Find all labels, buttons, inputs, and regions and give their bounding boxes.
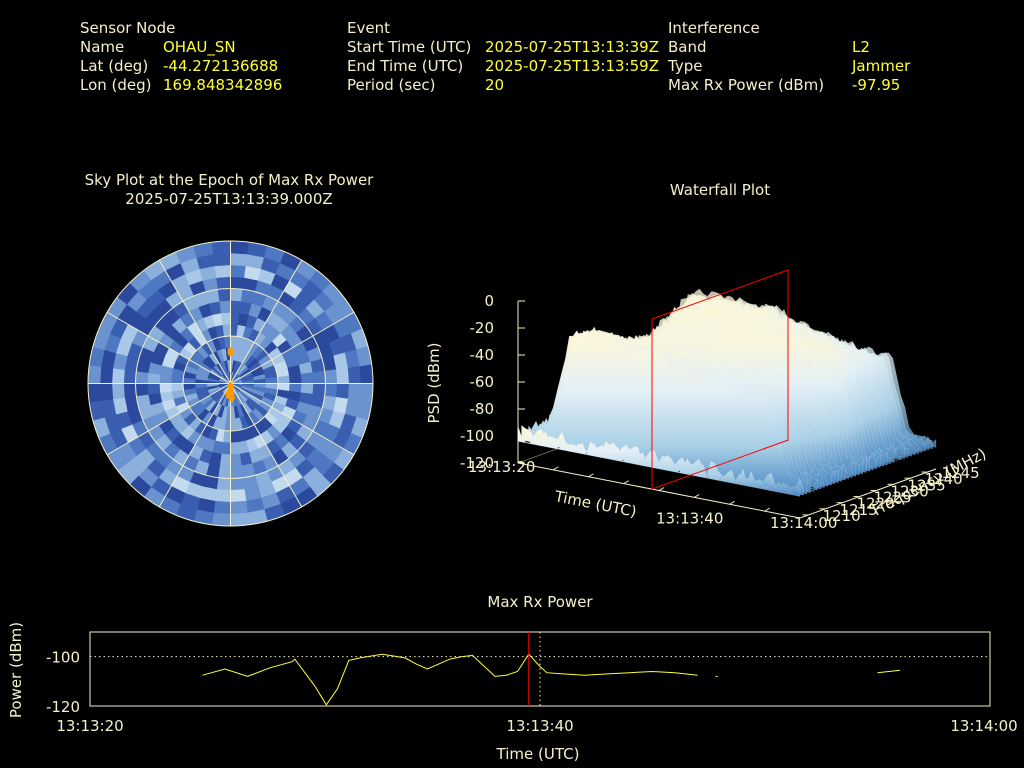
wf-z-tick-label: -40 — [470, 346, 495, 364]
ts-x-axis-label: Time (UTC) — [496, 745, 580, 763]
wf-time-tick-label: 13:13:40 — [656, 510, 723, 528]
sensor-lat-label: Lat (deg) — [80, 57, 149, 75]
wf-time-minor-tick — [552, 466, 559, 471]
waterfall-surface — [517, 288, 937, 497]
interference-type-value: Jammer — [852, 57, 911, 75]
sensor-name-value: OHAU_SN — [163, 38, 236, 56]
sky-spoke — [230, 383, 303, 508]
sky-plot-title: Sky Plot at the Epoch of Max Rx Power — [84, 171, 374, 189]
wf-time-minor-tick — [623, 480, 630, 485]
wf-z-tick-label: -60 — [470, 373, 495, 391]
sky-point — [227, 347, 234, 357]
wf-z-tick-label: 0 — [484, 292, 494, 310]
sensor-lon-value: 169.848342896 — [163, 76, 283, 94]
sky-spoke — [230, 259, 303, 384]
interference-power-label: Max Rx Power (dBm) — [668, 76, 825, 94]
sky-point — [228, 393, 235, 403]
wf-freq-tick-label: 1230 — [891, 482, 929, 500]
wf-time-minor-tick — [588, 473, 594, 478]
sky-spoke — [230, 383, 355, 456]
wf-epoch-plane-outline — [651, 269, 789, 490]
wf-z-tick-label: -120 — [460, 454, 494, 472]
wf-z-tick-label: -20 — [470, 319, 495, 337]
interference-band-value: L2 — [852, 38, 870, 56]
max-rx-power-title: Max Rx Power — [487, 593, 593, 611]
ts-x-tick-label: 13:13:40 — [506, 717, 573, 735]
wf-z-tick-label: -100 — [460, 427, 494, 445]
ts-series — [202, 632, 901, 706]
wf-time-tick-label: 13:13:20 — [468, 458, 535, 476]
ts-x-tick-label: 13:13:20 — [56, 717, 123, 735]
sensor-name-label: Name — [80, 38, 125, 56]
wf-z-tick-label: -80 — [470, 400, 495, 418]
sensor-lat-value: -44.272136688 — [163, 57, 279, 75]
ts-y-tick-label: -100 — [46, 649, 80, 667]
interference-type-label: Type — [668, 57, 703, 75]
sky-spoke — [158, 383, 231, 508]
wf-freq-tick-label: 1235 — [908, 476, 946, 494]
sky-cell — [359, 364, 373, 384]
sky-point — [227, 382, 234, 392]
interference-band-label: Band — [668, 38, 707, 56]
event-period-label: Period (sec) — [347, 76, 436, 94]
ts-x-tick-label: 13:14:00 — [950, 717, 1017, 735]
event-end-value: 2025-07-25T13:13:59Z — [485, 57, 659, 75]
wf-freq-tick-label: 1215 — [840, 501, 878, 519]
sensor-lon-label: Lon (deg) — [80, 76, 152, 94]
event-period-value: 20 — [485, 76, 505, 94]
event-start-value: 2025-07-25T13:13:39Z — [485, 38, 659, 56]
event-end-label: End Time (UTC) — [347, 57, 464, 75]
sky-spoke — [106, 311, 231, 384]
wf-time-minor-tick — [764, 507, 771, 512]
sky-cell — [211, 241, 231, 255]
wf-time-minor-tick — [658, 487, 665, 491]
sky-points — [225, 347, 235, 403]
sky-cell — [88, 383, 102, 403]
ts-y-tick-label: -120 — [46, 698, 80, 716]
ts-frame — [89, 631, 991, 707]
sky-cell — [230, 512, 250, 526]
sky-grid — [87, 240, 374, 527]
sky-spoke — [158, 259, 231, 384]
wf-freq-tick-label: 1210 — [823, 507, 861, 525]
sky-spoke — [106, 383, 231, 456]
ts-series-line — [202, 653, 698, 706]
wf-slice — [524, 334, 808, 495]
interference-heading: Interference — [668, 19, 760, 37]
wf-freq-tick-label: 1220 — [857, 495, 895, 513]
wf-psd-axis-label: PSD (dBm) — [425, 342, 443, 423]
wf-time-minor-tick — [693, 493, 700, 498]
waterfall-plot-title: Waterfall Plot — [669, 181, 771, 199]
event-heading: Event — [347, 19, 390, 37]
ts-y-axis-label: Power (dBm) — [7, 622, 25, 718]
waterfall-epoch-plane — [651, 269, 789, 490]
interference-power-value: -97.95 — [852, 76, 901, 94]
wf-freq-axis — [799, 468, 937, 519]
event-start-label: Start Time (UTC) — [347, 38, 472, 56]
wf-freq-tick-label: 1225 — [874, 489, 912, 507]
ts-series-line — [877, 669, 901, 674]
sky-plot-subtitle: 2025-07-25T13:13:39.000Z — [125, 190, 333, 208]
wf-freq-tick-label: 1240 — [925, 470, 963, 488]
sky-spoke — [230, 311, 355, 384]
wf-time-minor-tick — [729, 500, 735, 505]
wf-slice — [517, 425, 801, 497]
sensor-heading: Sensor Node — [80, 19, 176, 37]
wf-freq-tick-label: 1245 — [942, 464, 980, 482]
wf-time-tick-label: 13:14:00 — [770, 514, 837, 532]
